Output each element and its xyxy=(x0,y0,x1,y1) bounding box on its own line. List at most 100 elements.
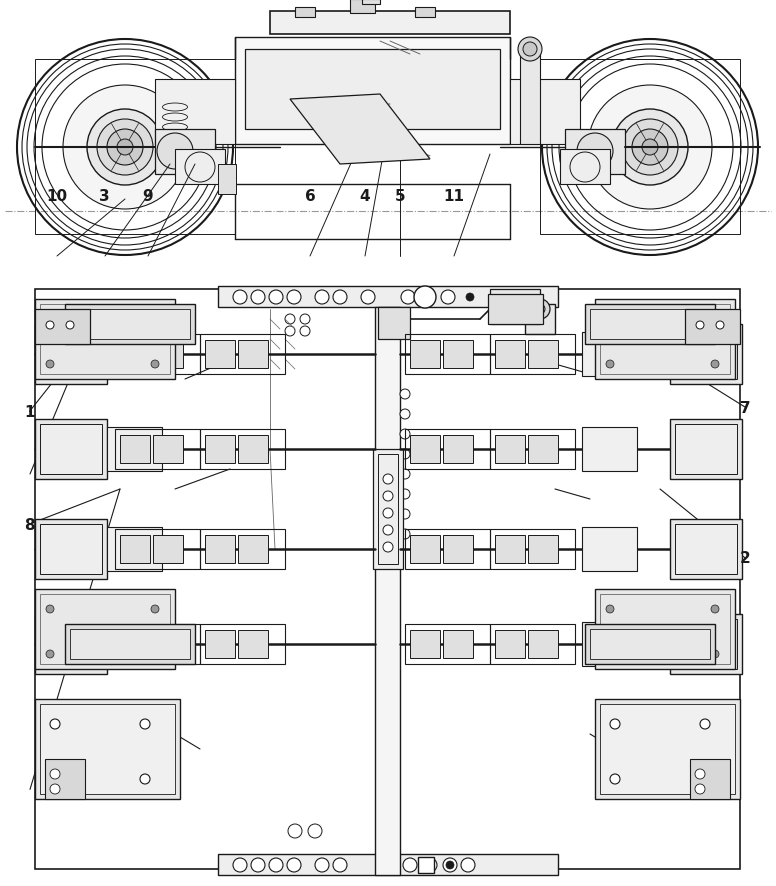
Bar xyxy=(495,630,525,658)
Circle shape xyxy=(610,719,620,729)
Circle shape xyxy=(46,322,54,330)
Bar xyxy=(35,589,175,669)
Bar xyxy=(600,704,735,794)
Circle shape xyxy=(333,291,347,305)
Circle shape xyxy=(287,291,301,305)
Circle shape xyxy=(518,38,542,62)
Circle shape xyxy=(606,650,614,658)
Circle shape xyxy=(233,858,247,872)
Circle shape xyxy=(140,719,150,729)
Bar xyxy=(115,430,200,470)
Circle shape xyxy=(333,858,347,872)
Circle shape xyxy=(622,120,678,175)
Bar xyxy=(350,0,375,14)
Circle shape xyxy=(497,301,513,318)
Bar xyxy=(375,307,400,875)
Bar xyxy=(418,857,434,873)
Bar xyxy=(378,455,398,564)
Bar xyxy=(560,150,610,185)
Circle shape xyxy=(285,327,295,337)
Circle shape xyxy=(414,287,436,308)
Bar xyxy=(490,290,540,324)
Circle shape xyxy=(97,120,153,175)
Bar xyxy=(120,630,150,658)
Bar xyxy=(495,535,525,563)
Circle shape xyxy=(588,86,712,210)
Bar xyxy=(115,625,200,664)
Bar xyxy=(410,436,440,463)
Bar xyxy=(35,519,107,579)
Bar xyxy=(675,619,737,669)
Bar xyxy=(35,699,180,799)
Circle shape xyxy=(46,315,54,323)
Bar xyxy=(528,535,558,563)
Bar xyxy=(238,535,268,563)
Bar xyxy=(155,130,215,175)
Circle shape xyxy=(401,291,415,305)
Circle shape xyxy=(50,784,60,794)
Bar xyxy=(40,525,102,574)
Bar xyxy=(670,519,742,579)
Bar xyxy=(490,625,575,664)
Bar xyxy=(495,340,525,369)
Bar xyxy=(200,430,285,470)
Circle shape xyxy=(50,769,60,779)
Bar xyxy=(35,420,107,479)
Circle shape xyxy=(308,824,322,838)
Bar xyxy=(120,340,150,369)
Bar xyxy=(525,305,555,335)
Bar xyxy=(495,436,525,463)
Circle shape xyxy=(441,291,455,305)
Bar xyxy=(373,449,403,570)
Bar xyxy=(200,530,285,570)
Circle shape xyxy=(117,140,133,156)
Circle shape xyxy=(446,861,454,869)
Bar xyxy=(520,45,540,144)
Bar xyxy=(415,8,435,18)
Bar xyxy=(235,38,510,144)
Circle shape xyxy=(300,327,310,337)
Bar xyxy=(40,595,170,664)
Circle shape xyxy=(383,492,393,501)
Bar xyxy=(40,704,175,794)
Circle shape xyxy=(288,824,302,838)
Bar xyxy=(295,8,315,18)
Bar xyxy=(205,535,235,563)
Circle shape xyxy=(87,110,163,186)
Bar xyxy=(218,287,558,307)
Bar xyxy=(405,530,490,570)
Polygon shape xyxy=(290,95,430,165)
Bar xyxy=(153,436,183,463)
Bar xyxy=(488,295,543,324)
Bar xyxy=(690,759,730,799)
Bar xyxy=(120,535,150,563)
Text: 9: 9 xyxy=(142,190,153,204)
Bar xyxy=(585,625,715,664)
Circle shape xyxy=(716,322,724,330)
Circle shape xyxy=(151,361,159,369)
Bar xyxy=(65,625,195,664)
Circle shape xyxy=(107,130,143,166)
Bar xyxy=(590,629,710,659)
Bar xyxy=(238,340,268,369)
Text: 6: 6 xyxy=(305,190,316,204)
Circle shape xyxy=(695,784,705,794)
Bar xyxy=(0,0,776,260)
Bar xyxy=(107,428,162,471)
Circle shape xyxy=(140,774,150,784)
Bar xyxy=(585,305,715,345)
Bar xyxy=(410,535,440,563)
Bar xyxy=(218,854,558,875)
Bar xyxy=(35,614,107,674)
Bar xyxy=(205,436,235,463)
Bar xyxy=(107,527,162,571)
Bar xyxy=(565,130,625,175)
Circle shape xyxy=(66,322,74,330)
Bar xyxy=(153,535,183,563)
Bar xyxy=(35,60,235,235)
Bar xyxy=(107,622,162,666)
Circle shape xyxy=(577,134,613,170)
Circle shape xyxy=(711,650,719,658)
Circle shape xyxy=(151,605,159,613)
Circle shape xyxy=(151,315,159,323)
